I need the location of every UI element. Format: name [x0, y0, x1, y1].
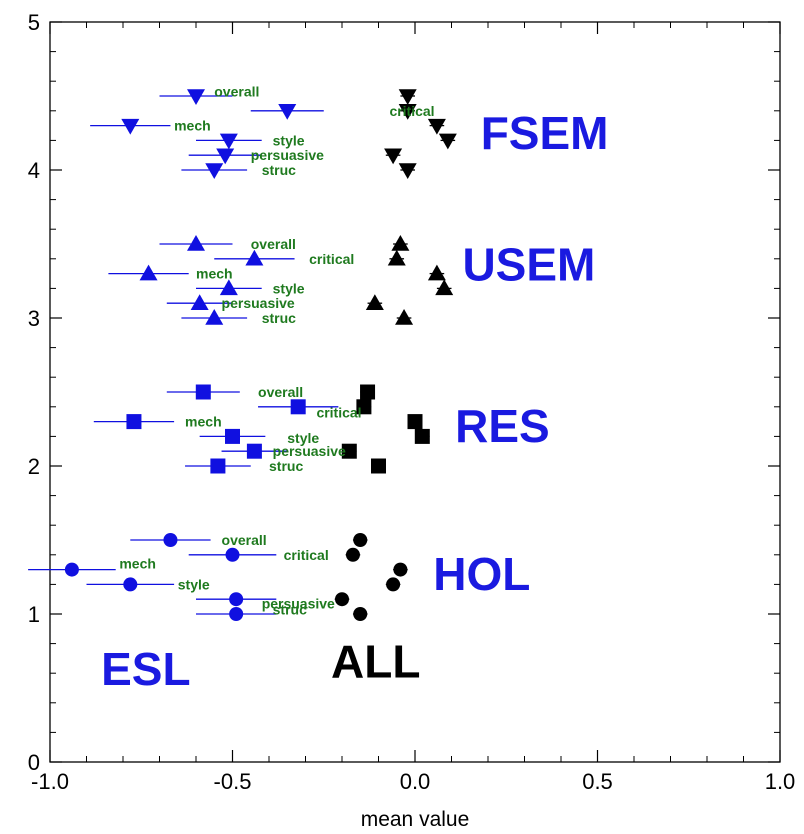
y-tick-label: 3 — [28, 306, 40, 331]
all-usem-mech-marker — [427, 264, 446, 281]
annotation-usem: USEM — [462, 239, 595, 291]
all-hol-critical-marker — [345, 547, 360, 562]
esl-res-struc-marker — [210, 458, 226, 474]
y-tick-label: 5 — [28, 10, 40, 35]
esl-usem-critical-label: critical — [309, 251, 354, 267]
all-res-style-marker — [414, 428, 430, 444]
axis-ticks: -1.0 -0.5 0.0 0.5 1.0 0 1 2 3 4 5 — [28, 10, 796, 794]
all-hol-persuasive-marker — [335, 592, 349, 607]
all-fsem-struc-marker — [398, 163, 417, 179]
esl-res-overall-label: overall — [258, 384, 303, 400]
all-fsem-overall-marker — [398, 89, 417, 105]
esl-fsem-critical-label: critical — [389, 103, 434, 119]
esl-res-persuasive-marker — [246, 443, 262, 459]
esl-hol-struc-marker — [229, 607, 244, 621]
esl-fsem-style-label: style — [273, 132, 305, 148]
annotation-all: ALL — [331, 635, 420, 687]
all-fsem-mech-marker — [427, 118, 446, 135]
esl-hol-struc-label: struc — [273, 602, 307, 618]
x-tick-label: -0.5 — [214, 769, 252, 794]
annotation-res: RES — [455, 400, 550, 452]
esl-usem-struc-marker — [205, 309, 224, 325]
esl-res-style-label: style — [287, 430, 319, 446]
all-usem-overall-marker — [391, 235, 410, 251]
all-fsem-style-marker — [438, 133, 457, 150]
esl-usem-persuasive-label: persuasive — [222, 295, 295, 311]
y-tick-label: 2 — [28, 454, 40, 479]
esl-hol-mech-label: mech — [119, 556, 156, 572]
esl-hol-mech-marker — [64, 562, 79, 577]
y-tick-label: 0 — [28, 750, 40, 775]
esl-usem-style-label: style — [273, 280, 305, 296]
x-tick-label: -1.0 — [31, 769, 69, 794]
all-res-persuasive-marker — [341, 443, 357, 459]
data-labels: overallcriticalmechstylepersuasivestruco… — [101, 84, 608, 695]
all-res-critical-marker — [356, 399, 372, 415]
esl-usem-persuasive-marker — [190, 294, 209, 310]
esl-fsem-overall-marker — [187, 89, 205, 105]
esl-res-style-marker — [225, 428, 240, 444]
esl-fsem-persuasive-marker — [216, 148, 235, 165]
all-res-overall-marker — [360, 384, 376, 400]
annotation-hol: HOL — [433, 548, 530, 600]
annotation-fsem: FSEM — [481, 107, 609, 159]
all-hol-overall-marker — [353, 533, 368, 547]
esl-fsem-mech-marker — [121, 118, 140, 135]
y-tick-label: 1 — [28, 602, 40, 627]
data-marks — [28, 89, 457, 621]
x-axis-title: mean value — [361, 808, 470, 831]
esl-usem-mech-label: mech — [196, 266, 233, 282]
all-usem-persuasive-marker — [365, 294, 384, 310]
esl-fsem-struc-label: struc — [262, 162, 296, 178]
all-usem-critical-marker — [387, 249, 406, 266]
esl-hol-overall-marker — [163, 533, 178, 547]
esl-res-persuasive-label: persuasive — [273, 443, 346, 459]
esl-res-overall-marker — [195, 384, 211, 400]
x-tick-label: 0.0 — [400, 769, 431, 794]
y-tick-label: 4 — [28, 158, 40, 183]
esl-res-critical-marker — [290, 399, 306, 415]
all-hol-struc-marker — [353, 607, 368, 621]
esl-usem-style-marker — [219, 279, 238, 296]
all-hol-mech-marker — [393, 562, 408, 577]
esl-fsem-mech-label: mech — [174, 118, 211, 134]
all-usem-style-marker — [435, 279, 454, 296]
esl-hol-overall-label: overall — [222, 532, 267, 548]
esl-hol-persuasive-marker — [229, 592, 244, 607]
esl-res-mech-marker — [126, 414, 142, 430]
esl-fsem-critical-marker — [278, 104, 297, 120]
all-usem-struc-marker — [395, 309, 414, 325]
x-tick-label: 0.5 — [582, 769, 613, 794]
esl-fsem-struc-marker — [205, 163, 224, 179]
esl-fsem-persuasive-label: persuasive — [251, 147, 324, 163]
esl-usem-mech-marker — [139, 264, 158, 281]
esl-fsem-overall-label: overall — [214, 84, 259, 100]
esl-res-mech-label: mech — [185, 414, 222, 430]
all-hol-style-marker — [386, 577, 401, 592]
esl-hol-style-marker — [123, 577, 138, 592]
all-fsem-critical-marker — [398, 104, 417, 120]
esl-usem-overall-label: overall — [251, 236, 296, 252]
esl-res-critical-label: critical — [316, 405, 361, 421]
esl-usem-critical-marker — [245, 249, 264, 266]
x-tick-label: 1.0 — [765, 769, 796, 794]
esl-hol-critical-marker — [225, 547, 240, 562]
all-res-mech-marker — [407, 414, 423, 430]
all-fsem-persuasive-marker — [384, 148, 403, 165]
esl-res-struc-label: struc — [269, 458, 303, 474]
annotation-esl: ESL — [101, 643, 190, 695]
esl-hol-style-label: style — [178, 576, 210, 592]
esl-hol-critical-label: critical — [284, 547, 329, 563]
all-res-struc-marker — [371, 458, 386, 474]
esl-usem-struc-label: struc — [262, 310, 296, 326]
esl-hol-persuasive-label: persuasive — [262, 596, 335, 612]
esl-fsem-style-marker — [219, 133, 238, 150]
esl-usem-overall-marker — [187, 235, 205, 251]
